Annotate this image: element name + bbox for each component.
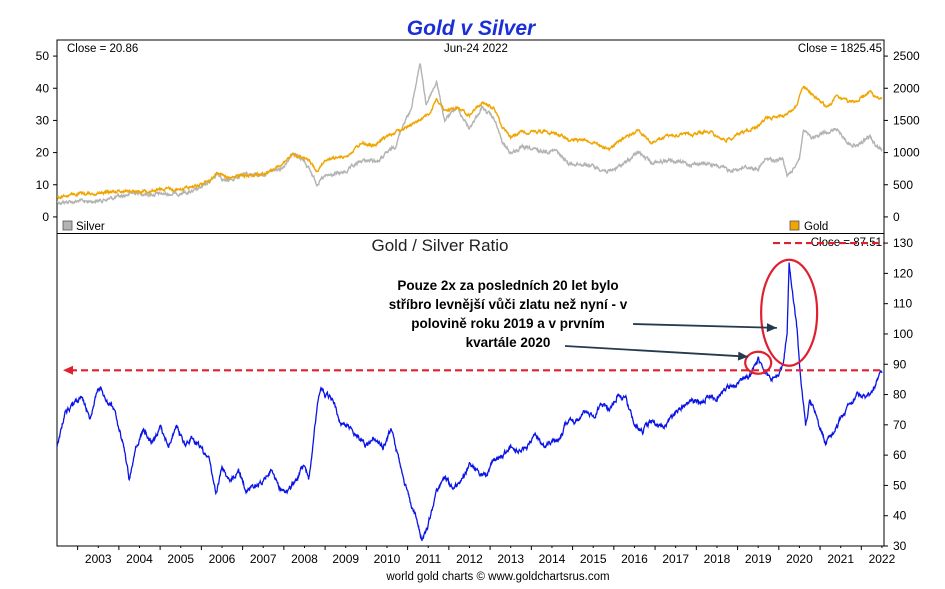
- silver-axis-tick-label: 50: [36, 49, 50, 63]
- year-tick-label: 2005: [167, 552, 194, 566]
- reference-arrowhead: [63, 365, 73, 375]
- year-tick-label: 2016: [621, 552, 648, 566]
- gold-axis-tick-label: 2000: [893, 81, 920, 95]
- year-tick-label: 2012: [456, 552, 483, 566]
- year-tick-label: 2018: [704, 552, 731, 566]
- ratio-close-label: Close = 87.51: [811, 237, 882, 249]
- silver-axis-tick-label: 20: [36, 146, 50, 160]
- chart-title: Gold v Silver: [407, 17, 537, 40]
- gold-axis-tick-label: 500: [893, 178, 913, 192]
- peak-2020-circle: [760, 258, 819, 367]
- gold-axis-tick-label: 2500: [893, 49, 920, 63]
- ratio-line: [57, 262, 883, 542]
- ratio-axis-tick-label: 50: [893, 478, 907, 492]
- reference-lines: [63, 241, 884, 375]
- arrow-to-2019-head: [737, 351, 749, 361]
- year-tick-label: 2019: [745, 552, 772, 566]
- year-tick-label: 2010: [374, 552, 401, 566]
- annotation-line-4: kvartále 2020: [466, 335, 551, 350]
- gold-axis-tick-label: 1000: [893, 146, 920, 160]
- ratio-axis-tick-label: 70: [893, 418, 907, 432]
- arrow-to-2020-head: [766, 323, 777, 333]
- gold-price-line: [57, 85, 883, 200]
- gold-axis-tick-label: 1500: [893, 113, 920, 127]
- annotation-line-1: Pouze 2x za posledních 20 let bylo: [397, 278, 618, 293]
- ratio-axis-tick-label: 110: [893, 297, 912, 311]
- silver-axis-tick-label: 0: [42, 210, 49, 224]
- ratio-axis-tick-label: 30: [893, 539, 907, 553]
- year-tick-label: 2008: [291, 552, 318, 566]
- ratio-axis-tick-label: 80: [893, 388, 907, 402]
- year-tick-label: 2014: [539, 552, 566, 566]
- annotation-arrows: [564, 323, 777, 361]
- peak-2019-circle: [744, 350, 773, 375]
- legend-silver-swatch: [62, 220, 73, 231]
- year-tick-label: 2021: [827, 552, 854, 566]
- year-tick-label: 2004: [126, 552, 153, 566]
- gold-close-label: Close = 1825.45: [798, 43, 882, 55]
- silver-axis-tick-label: 30: [36, 113, 50, 127]
- legend-gold-swatch: [789, 220, 800, 231]
- year-tick-label: 2003: [85, 552, 112, 566]
- ratio-axis: 30 40 50 60 70 80 90 100 110 120 130: [884, 236, 913, 553]
- year-tick-label: 2006: [209, 552, 236, 566]
- year-tick-label: 2015: [580, 552, 607, 566]
- year-tick-label: 2011: [415, 552, 441, 566]
- year-tick-label: 2009: [332, 552, 359, 566]
- ratio-title: Gold / Silver Ratio: [372, 236, 509, 255]
- ratio-axis-tick-label: 60: [893, 448, 907, 462]
- year-tick-label: 2017: [662, 552, 689, 566]
- silver-axis: 0 10 20 30 40 50: [36, 49, 57, 224]
- year-tick-label: 2020: [786, 552, 813, 566]
- plot-frame: [56, 39, 885, 547]
- annotation: Pouze 2x za posledních 20 let bylo stříb…: [389, 278, 628, 350]
- silver-close-label: Close = 20.86: [67, 43, 138, 55]
- price-series: [57, 63, 883, 206]
- arrow-to-2020: [632, 323, 777, 329]
- silver-price-line: [57, 63, 883, 206]
- ratio-axis-tick-label: 120: [893, 266, 913, 280]
- ratio-series-group: [57, 262, 883, 542]
- ratio-axis-tick-label: 130: [893, 236, 913, 250]
- year-tick-label: 2022: [869, 552, 896, 566]
- arrow-to-2019: [564, 345, 749, 358]
- legend-silver-label: Silver: [76, 221, 105, 233]
- annotation-line-3: polovině roku 2019 a v prvním: [411, 316, 605, 331]
- year-tick-label: 2007: [250, 552, 277, 566]
- date-label: Jun-24 2022: [444, 43, 508, 55]
- gold-axis-tick-label: 0: [893, 210, 900, 224]
- ratio-axis-tick-label: 40: [893, 509, 907, 523]
- silver-axis-tick-label: 10: [36, 178, 50, 192]
- annotation-line-2: stříbro levnější vůči zlatu než nyní - v: [389, 297, 628, 312]
- ratio-axis-tick-label: 90: [893, 357, 907, 371]
- chart-credit: world gold charts © www.goldchartsrus.co…: [385, 571, 609, 583]
- year-tick-label: 2013: [497, 552, 524, 566]
- year-axis: 2003 2004 2005 2006 2007 2008 2009 2010 2011 2012…: [77, 546, 896, 566]
- gold-axis: 0 500 1000 1500 2000 2500: [884, 49, 920, 224]
- legend-gold-label: Gold: [804, 221, 828, 233]
- ratio-axis-tick-label: 100: [893, 327, 913, 341]
- silver-axis-tick-label: 40: [36, 81, 50, 95]
